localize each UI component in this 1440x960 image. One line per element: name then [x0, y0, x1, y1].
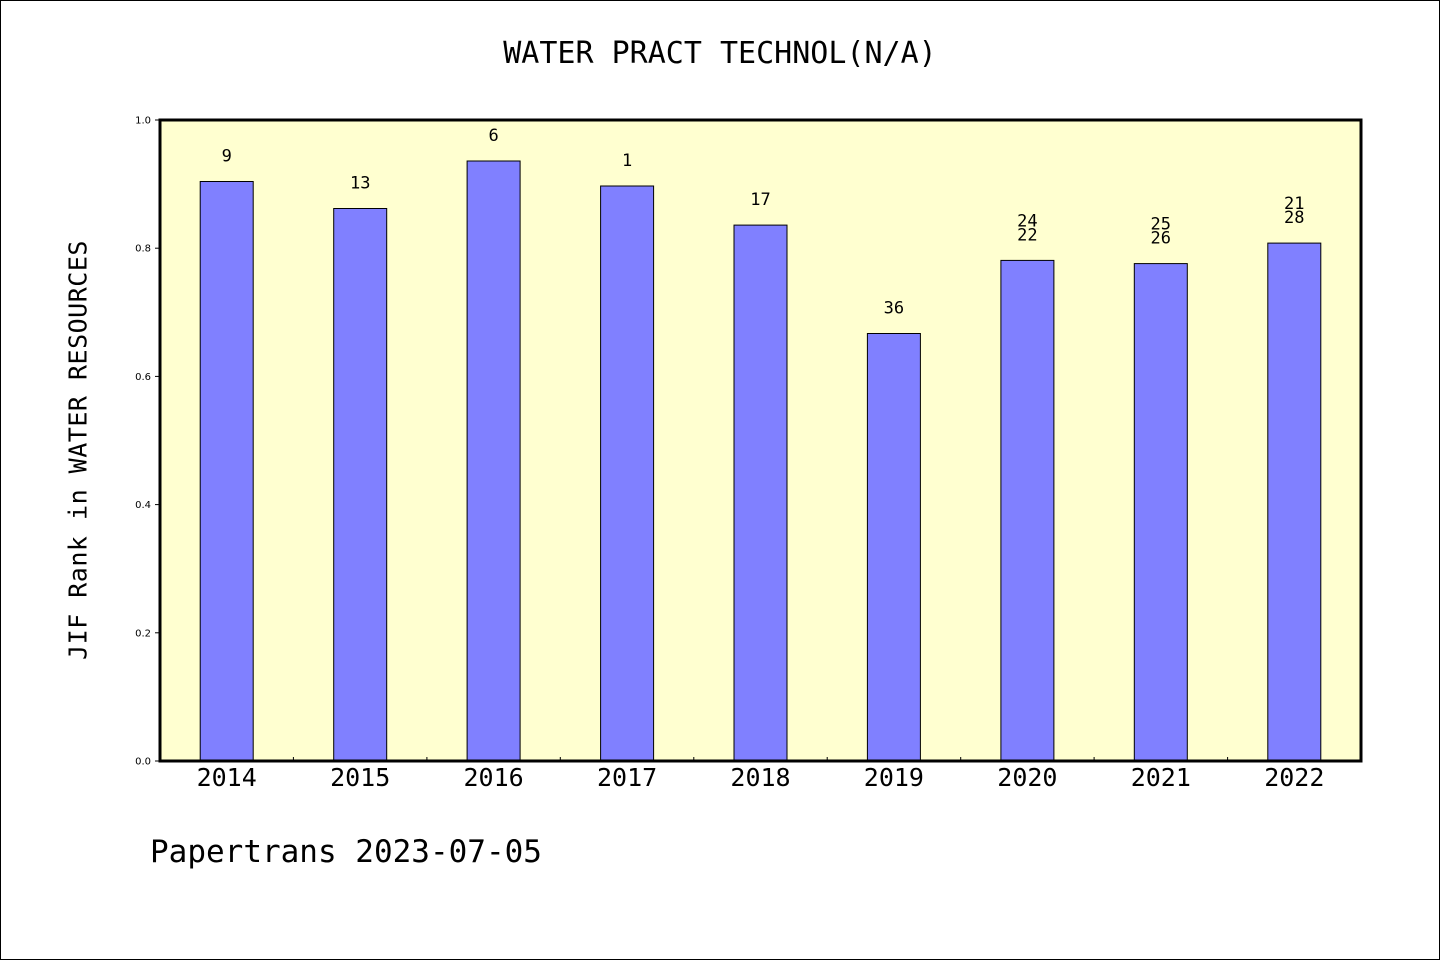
y-tick-label: 0.8	[135, 244, 151, 255]
x-tick-label: 2019	[864, 763, 924, 792]
x-tick-label: 2014	[197, 763, 257, 792]
bar-2021	[1133, 263, 1188, 762]
y-tick-label: 0.0	[135, 757, 151, 768]
bar-data-label: 22	[1017, 225, 1037, 245]
x-tick-label: 2021	[1131, 763, 1191, 792]
x-tick-label: 2015	[330, 763, 390, 792]
bar-2017	[600, 185, 655, 762]
bar-data-label: 13	[350, 174, 370, 194]
bar-data-label: 9	[222, 147, 232, 167]
bar-2022	[1267, 242, 1322, 762]
y-tick-label: 1.0	[135, 116, 151, 127]
bar-data-label: 28	[1284, 208, 1304, 228]
bar-data-label: 25	[1151, 215, 1171, 235]
bar-2018	[733, 224, 788, 762]
x-tick-label: 2022	[1264, 763, 1324, 792]
x-tick-label: 2016	[463, 763, 523, 792]
chart-title: WATER PRACT TECHNOL(N/A)	[503, 36, 937, 71]
bar-data-label: 24	[1017, 211, 1037, 231]
bar-2019	[866, 333, 921, 762]
bar-2016	[466, 160, 521, 762]
bar-data-label: 6	[488, 126, 498, 146]
plot-border	[158, 118, 1363, 763]
y-tick-label: 0.2	[135, 628, 151, 639]
bar-2020	[1000, 259, 1055, 762]
bar-data-label: 26	[1151, 229, 1171, 249]
y-tick-label: 0.4	[135, 500, 151, 511]
bar-2015	[333, 208, 388, 762]
bar-data-label: 21	[1284, 194, 1304, 214]
bar-data-label: 17	[750, 190, 770, 210]
x-tick-label: 2018	[730, 763, 790, 792]
bar-data-label: 36	[884, 299, 904, 319]
y-tick-label: 0.6	[135, 372, 151, 383]
bar-2014	[199, 181, 254, 762]
x-tick-label: 2017	[597, 763, 657, 792]
x-tick-label: 2020	[997, 763, 1057, 792]
footer-credit: Papertrans 2023-07-05	[150, 834, 542, 870]
bar-data-label: 1	[622, 151, 632, 171]
